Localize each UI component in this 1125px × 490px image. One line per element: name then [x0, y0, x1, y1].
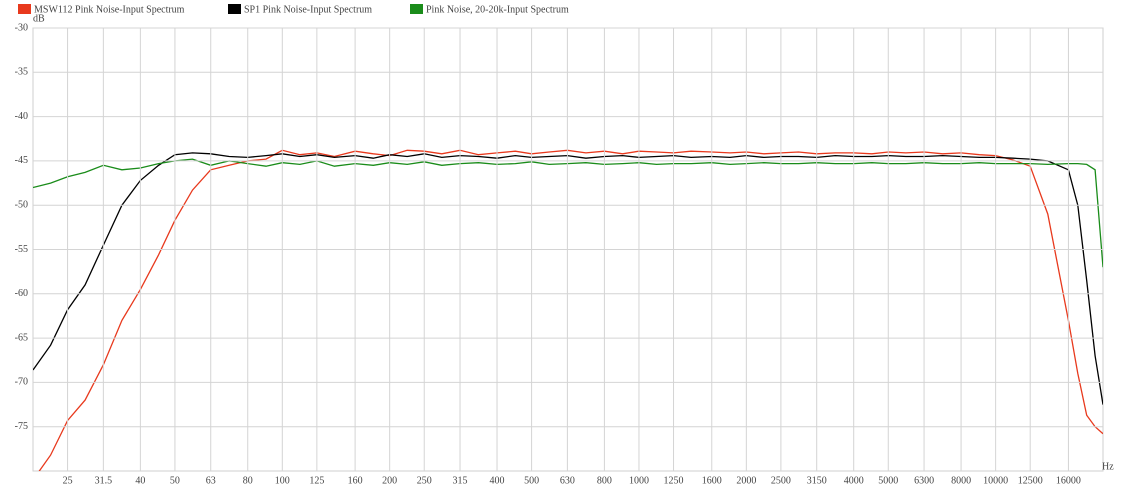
- x-tick-label: 5000: [878, 475, 898, 486]
- y-tick-label: -55: [15, 244, 28, 255]
- legend-label: SP1 Pink Noise-Input Spectrum: [244, 4, 372, 15]
- series-line: [33, 158, 1103, 268]
- x-tick-label: 50: [170, 475, 180, 486]
- x-tick-label: 40: [135, 475, 145, 486]
- x-tick-label: 100: [275, 475, 290, 486]
- y-tick-label: -65: [15, 332, 28, 343]
- x-tick-label: 400: [490, 475, 505, 486]
- x-tick-label: 80: [243, 475, 253, 486]
- legend-swatch: [410, 4, 423, 14]
- x-tick-label: 6300: [914, 475, 934, 486]
- x-tick-label: 630: [560, 475, 575, 486]
- legend-label: MSW112 Pink Noise-Input Spectrum: [34, 4, 185, 15]
- x-tick-label: 25: [63, 475, 73, 486]
- series-line: [33, 152, 1103, 405]
- y-tick-label: -45: [15, 155, 28, 166]
- legend-label: Pink Noise, 20-20k-Input Spectrum: [426, 4, 569, 15]
- x-tick-label: 3150: [807, 475, 827, 486]
- x-tick-label: 31.5: [95, 475, 113, 486]
- x-tick-label: 315: [453, 475, 468, 486]
- legend-swatch: [18, 4, 31, 14]
- x-tick-label: 2500: [771, 475, 791, 486]
- x-tick-label: 125: [309, 475, 324, 486]
- y-tick-label: -30: [15, 22, 28, 33]
- x-tick-label: 200: [382, 475, 397, 486]
- y-tick-label: -40: [15, 111, 28, 122]
- x-tick-label: 500: [524, 475, 539, 486]
- x-tick-label: 8000: [951, 475, 971, 486]
- x-tick-label: 1000: [629, 475, 649, 486]
- y-tick-label: -35: [15, 67, 28, 78]
- x-tick-label: 16000: [1056, 475, 1081, 486]
- x-tick-label: 160: [348, 475, 363, 486]
- x-tick-label: 1250: [664, 475, 684, 486]
- y-tick-label: -70: [15, 377, 28, 388]
- x-tick-label: 4000: [844, 475, 864, 486]
- x-tick-label: 63: [206, 475, 216, 486]
- y-tick-label: -60: [15, 288, 28, 299]
- legend-swatch: [228, 4, 241, 14]
- y-tick-label: -50: [15, 199, 28, 210]
- x-tick-label: 250: [417, 475, 432, 486]
- x-tick-label: 1600: [702, 475, 722, 486]
- x-tick-label: 12500: [1018, 475, 1043, 486]
- x-tick-label: 10000: [983, 475, 1008, 486]
- y-tick-label: -75: [15, 421, 28, 432]
- series-line: [38, 149, 1103, 471]
- x-axis-label: Hz: [1102, 461, 1114, 472]
- y-axis-label: dB: [33, 13, 45, 24]
- lines: [33, 149, 1103, 471]
- x-tick-label: 800: [597, 475, 612, 486]
- x-tick-label: 2000: [736, 475, 756, 486]
